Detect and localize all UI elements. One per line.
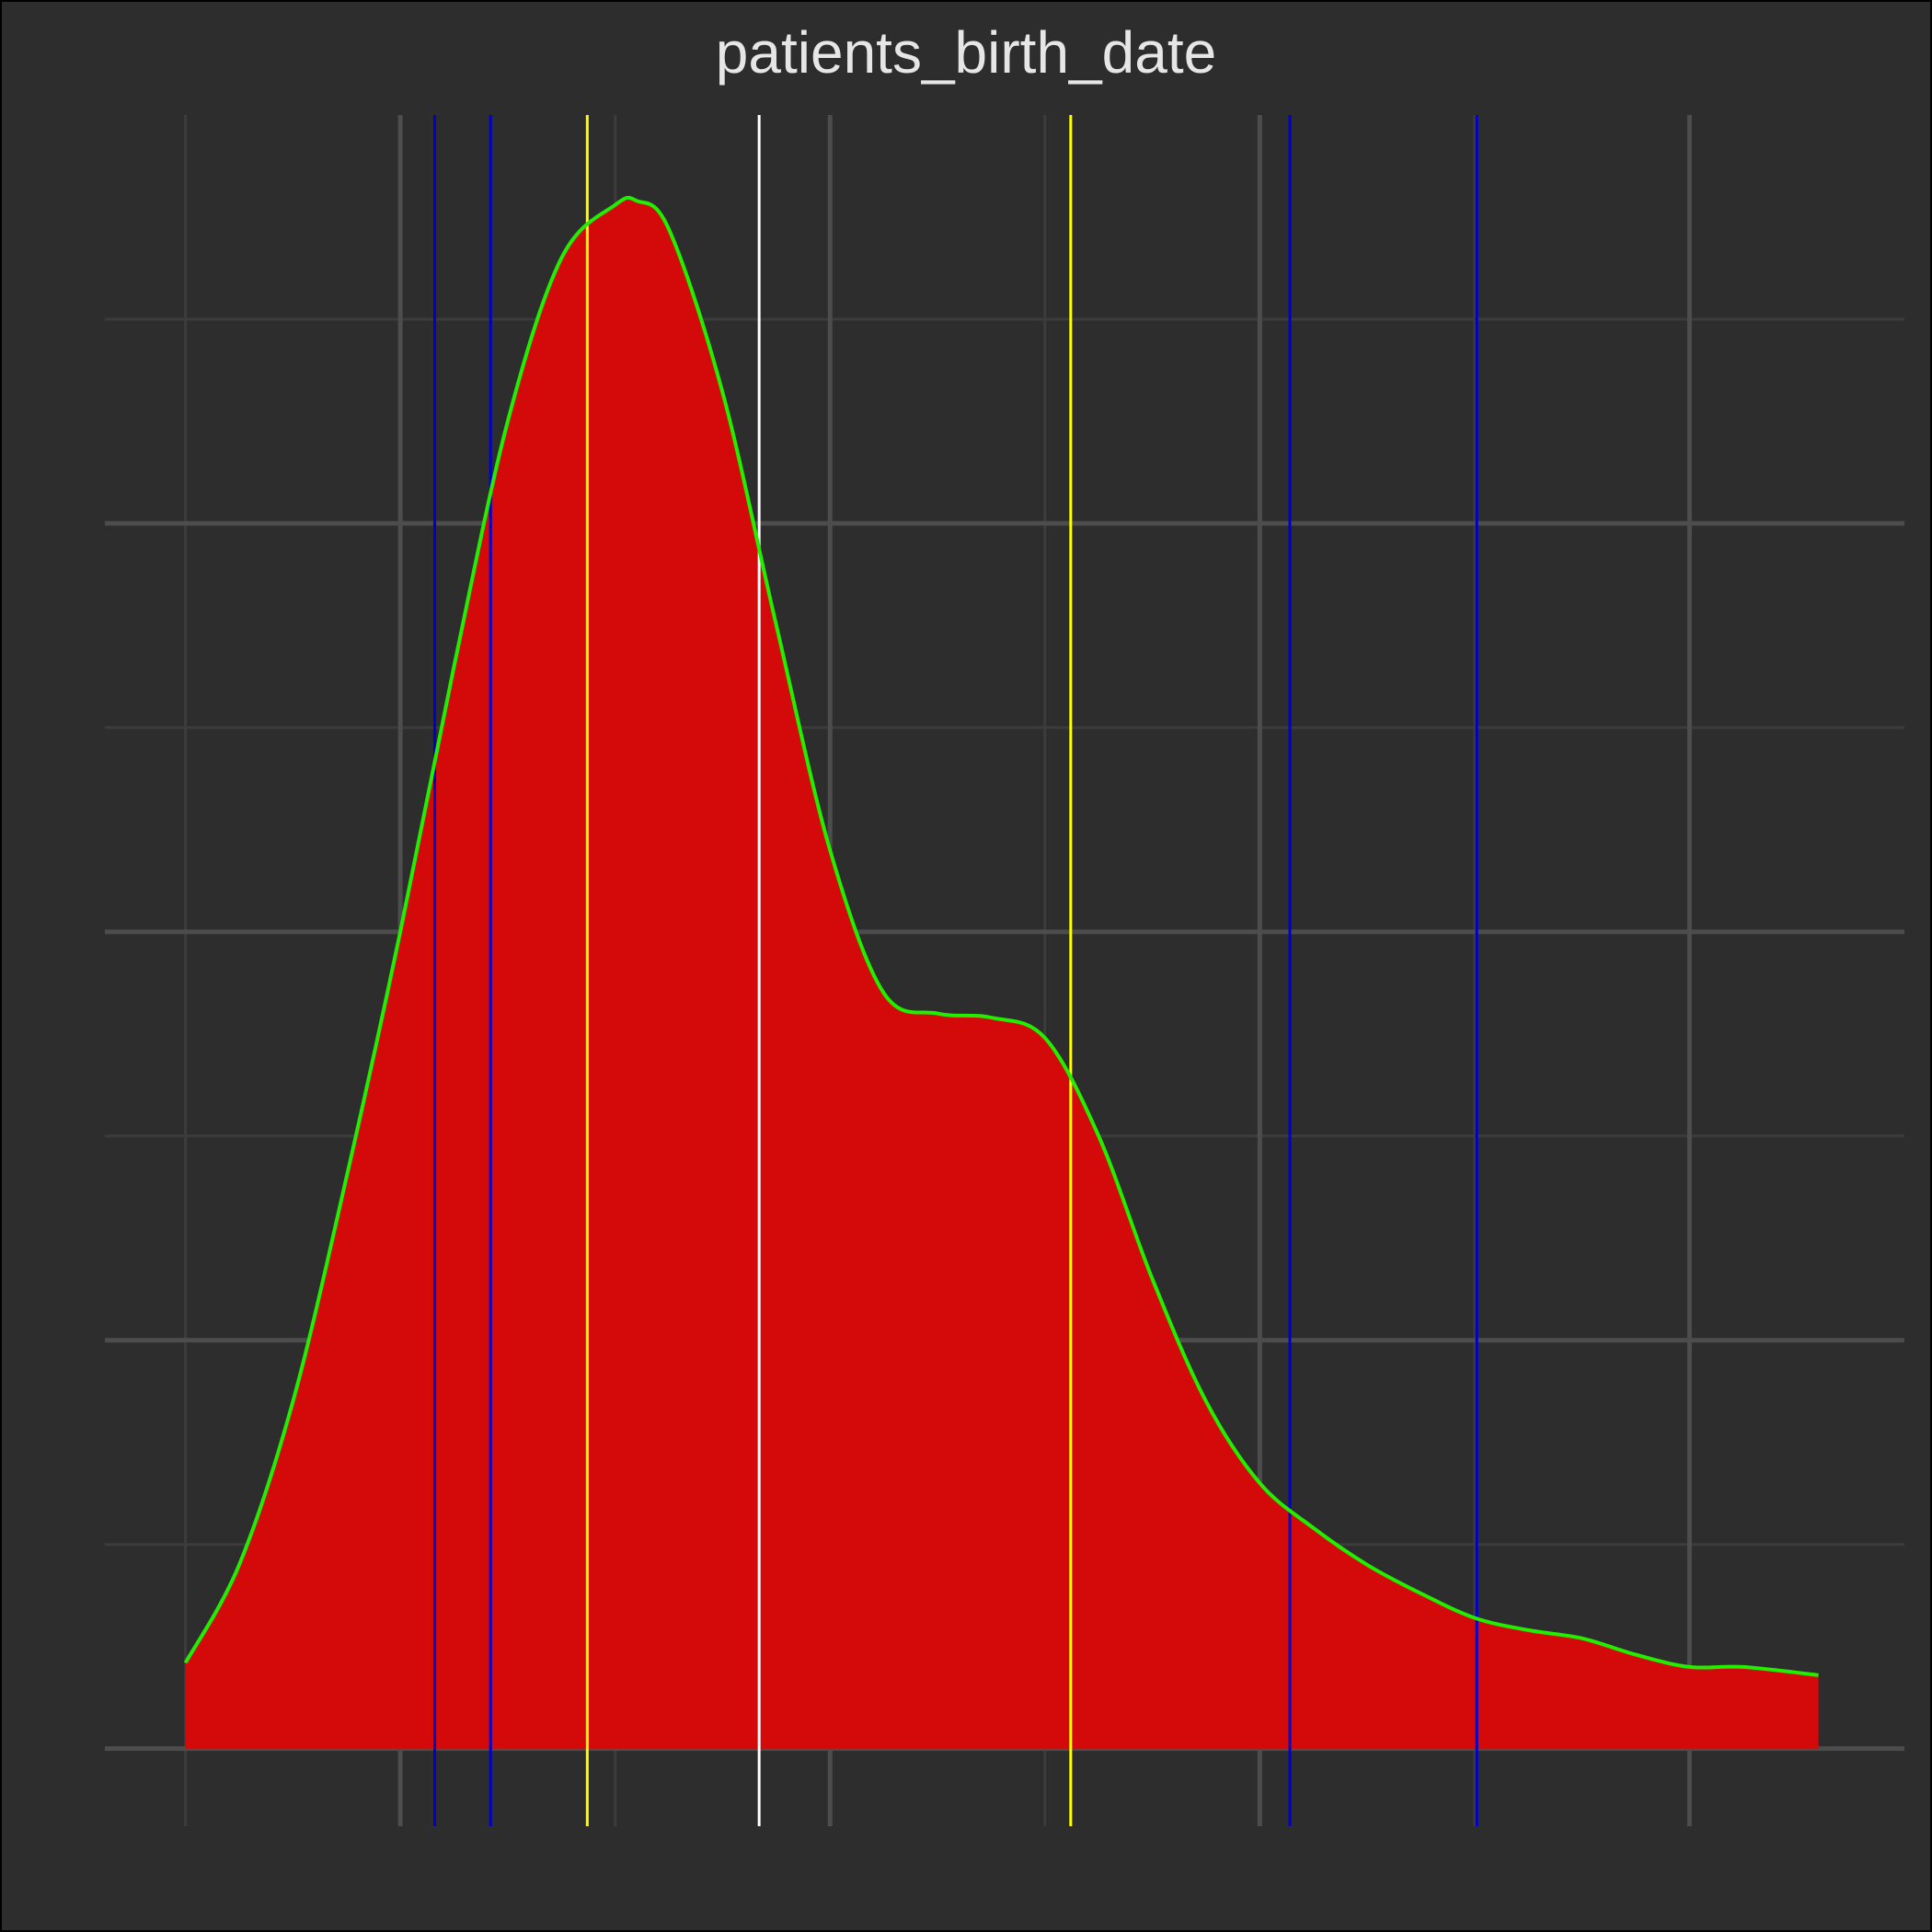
density-curve xyxy=(183,195,1819,1677)
chart-title: patients_birth_date xyxy=(715,19,1217,86)
density-area xyxy=(185,197,1819,1749)
